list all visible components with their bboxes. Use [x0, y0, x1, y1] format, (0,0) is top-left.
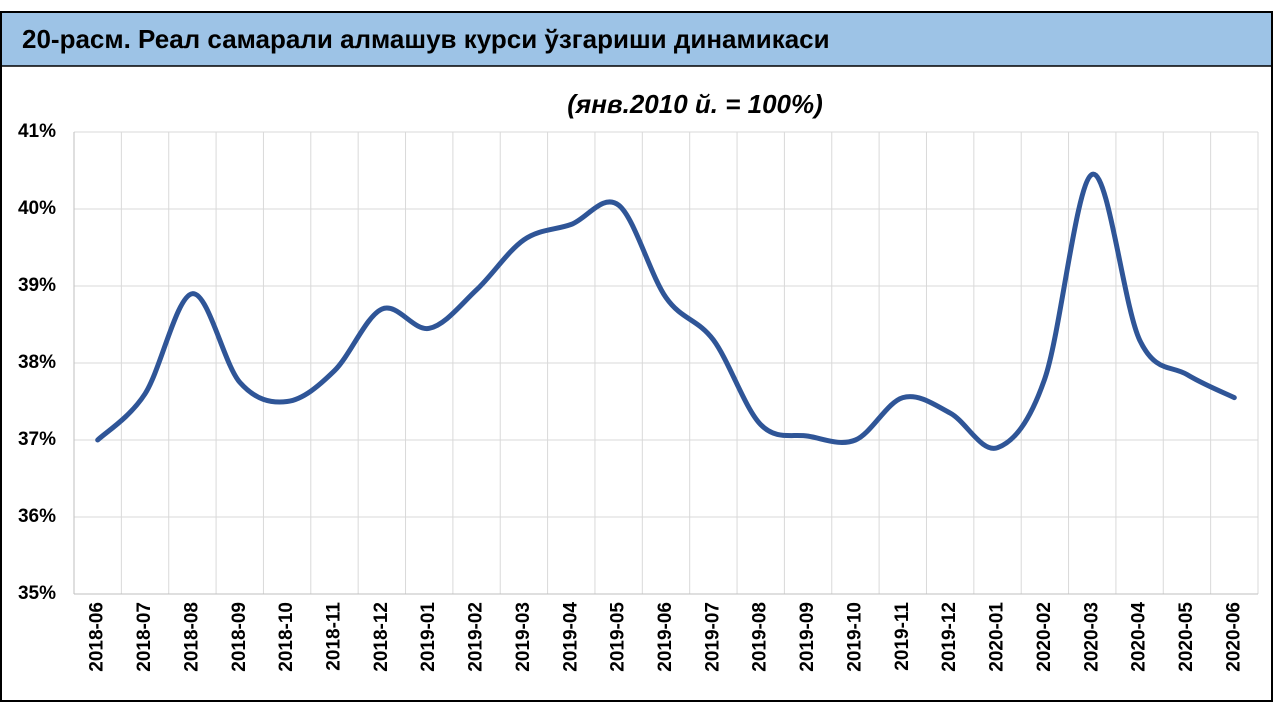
x-tick-label: 2018-06	[87, 602, 108, 672]
x-tick-label: 2019-06	[655, 602, 676, 672]
x-tick-label: 2020-04	[1129, 602, 1150, 672]
x-tick-label: 2019-11	[892, 602, 913, 671]
line	[95, 171, 1237, 451]
x-tick-label: 2020-05	[1176, 602, 1197, 672]
y-tick-label: 39%	[18, 275, 56, 296]
x-tick-label: 2020-01	[987, 602, 1008, 672]
y-tick-label: 40%	[18, 198, 56, 219]
x-tick-label: 2019-12	[939, 602, 960, 672]
x-tick-label: 2018-10	[276, 602, 297, 672]
x-tick-label: 2020-06	[1223, 602, 1244, 672]
y-tick-label: 35%	[18, 583, 56, 604]
x-tick-label: 2018-11	[323, 602, 344, 671]
x-tick-label: 2019-09	[797, 602, 818, 672]
y-tick-label: 41%	[18, 121, 56, 142]
x-tick-label: 2020-03	[1081, 602, 1102, 672]
chart-subtitle: (янв.2010 й. = 100%)	[567, 89, 823, 119]
x-tick-label: 2019-03	[513, 602, 534, 672]
x-tick-label: 2019-01	[418, 602, 439, 672]
x-tick-label: 2020-02	[1034, 602, 1055, 672]
x-tick-label: 2019-02	[466, 602, 487, 672]
chart-title: 20-расм. Реал самарали алмашув курси ўзг…	[22, 24, 830, 54]
x-tick-label: 2018-12	[371, 602, 392, 672]
header	[2, 13, 1271, 66]
frame	[0, 11, 1273, 702]
x-tick-label: 2018-09	[229, 602, 250, 672]
x-tick-label: 2018-08	[181, 602, 202, 672]
x-tick-label: 2018-07	[134, 602, 155, 672]
x-tick-label: 2019-05	[608, 602, 629, 672]
x-tick-label: 2019-04	[560, 602, 581, 672]
y-tick-label: 37%	[18, 429, 56, 450]
x-tick-label: 2019-08	[750, 602, 771, 672]
y-tick-label: 38%	[18, 352, 56, 373]
x-tick-label: 2019-10	[844, 602, 865, 672]
y-tick-label: 36%	[18, 506, 56, 527]
x-tick-label: 2019-07	[702, 602, 723, 672]
